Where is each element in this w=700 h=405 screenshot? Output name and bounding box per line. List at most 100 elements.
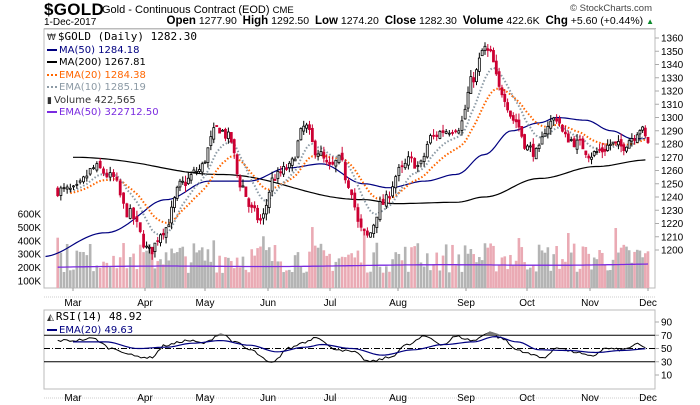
volume-bar bbox=[184, 256, 187, 288]
candle-body bbox=[378, 201, 382, 220]
candle-body bbox=[270, 177, 274, 192]
volume-bar bbox=[299, 266, 303, 288]
candle-body bbox=[264, 204, 268, 215]
candle-body bbox=[262, 213, 265, 219]
volume-bar bbox=[235, 257, 239, 288]
candle-body bbox=[619, 139, 623, 147]
instrument-name: Gold - Continuous Contract (EOD) CME bbox=[102, 4, 294, 16]
candle-body bbox=[625, 146, 628, 152]
volume-bar bbox=[221, 272, 224, 288]
candle-body bbox=[422, 155, 426, 162]
volume-bar bbox=[122, 243, 125, 288]
candle-body bbox=[503, 93, 507, 102]
candle-body bbox=[235, 154, 239, 175]
candle-body bbox=[614, 141, 618, 144]
volume-bar bbox=[492, 245, 495, 288]
candle-body bbox=[198, 169, 201, 172]
volume-bar bbox=[175, 252, 179, 288]
candle-body bbox=[477, 57, 481, 72]
volume-bar bbox=[506, 269, 509, 288]
candle-body bbox=[400, 165, 404, 168]
volume-bar bbox=[444, 244, 448, 288]
candle-body bbox=[247, 198, 251, 207]
candle-body bbox=[108, 172, 112, 178]
volume-bar bbox=[241, 256, 245, 288]
candle-body bbox=[173, 197, 176, 208]
candle-body bbox=[287, 162, 291, 169]
volume-bar bbox=[178, 247, 182, 288]
candle-body bbox=[293, 158, 297, 162]
volume-bar bbox=[215, 272, 218, 288]
volume-bar bbox=[203, 260, 207, 288]
volume-bar bbox=[384, 266, 388, 288]
candle-body bbox=[308, 124, 311, 130]
candle-body bbox=[500, 87, 504, 96]
candle-body bbox=[429, 135, 432, 144]
candle-body bbox=[221, 129, 224, 132]
candle-body bbox=[250, 204, 254, 208]
candle-body bbox=[325, 159, 329, 163]
candle-body bbox=[241, 185, 245, 188]
candle-body bbox=[592, 151, 596, 156]
candle-body bbox=[215, 125, 219, 127]
rsi-legend: ◭ RSI(14) 48.92 EMA(20) 49.63 bbox=[47, 310, 142, 337]
month-label-bottom: Dec bbox=[639, 393, 657, 404]
rsi-tick-label: 70 bbox=[661, 331, 673, 342]
price-tick-label: 1360 bbox=[661, 34, 684, 45]
volume-bar bbox=[475, 262, 478, 288]
volume-bar bbox=[514, 260, 518, 288]
candle-body bbox=[95, 163, 99, 171]
volume-bar bbox=[227, 257, 230, 288]
volume-bar bbox=[500, 257, 504, 288]
volume-bar bbox=[592, 257, 596, 288]
main-legend-item: EMA(10) 1285.19 bbox=[47, 82, 197, 95]
volume-bar bbox=[403, 246, 407, 288]
main-legend-label: EMA(50) 322712.50 bbox=[59, 107, 159, 118]
candle-body bbox=[296, 140, 300, 158]
volume-bar bbox=[614, 228, 618, 288]
candle-body bbox=[514, 119, 518, 123]
month-label: Aug bbox=[389, 298, 407, 309]
candle-body bbox=[617, 141, 620, 146]
volume-bar bbox=[198, 250, 201, 288]
volume-bar bbox=[584, 246, 588, 288]
volume-bar bbox=[142, 252, 145, 288]
candle-body bbox=[362, 228, 366, 232]
candle-body bbox=[526, 145, 529, 151]
candle-body bbox=[316, 153, 320, 157]
rsi-area-icon: ◭ bbox=[47, 313, 54, 323]
volume-bar bbox=[581, 246, 585, 288]
volume-bar bbox=[353, 257, 357, 288]
candle-body bbox=[78, 180, 82, 183]
candle-body bbox=[319, 151, 323, 156]
candle-body bbox=[451, 132, 454, 134]
volume-bar bbox=[598, 250, 601, 288]
volume-bar bbox=[125, 268, 129, 288]
candle-body bbox=[75, 183, 79, 186]
candle-body bbox=[552, 117, 556, 121]
volume-bar bbox=[187, 272, 190, 288]
open-label: Open bbox=[166, 15, 196, 27]
chart-header: $GOLD Gold - Continuous Contract (EOD) C… bbox=[44, 0, 654, 28]
volume-bar bbox=[224, 257, 227, 288]
volume-bar bbox=[489, 243, 492, 288]
candle-body bbox=[310, 127, 314, 143]
main-legend-label: Volume 422,565 bbox=[53, 94, 136, 106]
candle-body bbox=[381, 199, 385, 205]
exchange: CME bbox=[272, 5, 294, 16]
rsi-overbought-fill bbox=[484, 331, 501, 336]
volume-bar bbox=[603, 264, 607, 288]
volume-bar bbox=[495, 271, 498, 288]
volume-bar bbox=[305, 271, 308, 288]
candle-body bbox=[322, 151, 326, 159]
candle-body bbox=[62, 187, 66, 190]
volume-bar bbox=[267, 247, 271, 288]
volume-bar bbox=[88, 243, 92, 288]
candle-body bbox=[486, 48, 490, 51]
price-tick-label: 1210 bbox=[661, 232, 684, 243]
volume-bar bbox=[238, 267, 242, 288]
volume-bar bbox=[578, 268, 582, 288]
volume-bar bbox=[531, 265, 535, 288]
low-value: 1274.20 bbox=[340, 15, 379, 27]
volume-bar bbox=[609, 269, 612, 288]
